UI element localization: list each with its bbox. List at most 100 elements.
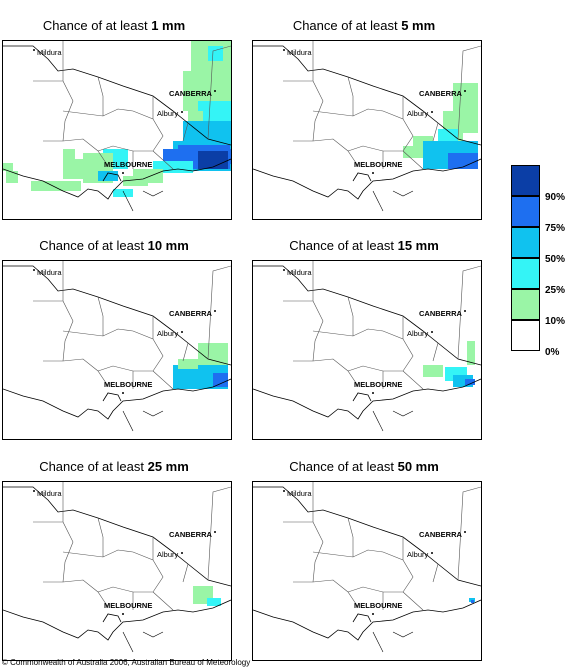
- dot-albury: [431, 111, 433, 113]
- dot-canberra: [214, 90, 216, 92]
- legend-swatch-75: [511, 196, 540, 227]
- legend-swatch-50: [511, 227, 540, 258]
- dot-mildura: [33, 269, 35, 271]
- probability-shading: [3, 41, 231, 197]
- map-svg: Mildura CANBERRA Albury MELBOURNE: [3, 482, 231, 653]
- dot-melbourne: [372, 613, 374, 615]
- dot-canberra: [214, 531, 216, 533]
- place-melbourne: MELBOURNE: [354, 160, 402, 169]
- place-melbourne: MELBOURNE: [104, 601, 152, 610]
- probability-shading: [193, 586, 221, 606]
- region-outlines: [3, 482, 231, 653]
- dot-canberra: [464, 310, 466, 312]
- region-outlines: [253, 261, 481, 432]
- rainfall-map: Mildura CANBERRA Albury MELBOURNE: [252, 260, 482, 440]
- place-canberra: CANBERRA: [169, 309, 213, 318]
- legend-swatch-25: [511, 258, 540, 289]
- copyright-text: © Commonwealth of Australia 2006, Austra…: [2, 658, 251, 667]
- panel-title-prefix: Chance of at least: [292, 18, 402, 33]
- place-melbourne: MELBOURNE: [104, 160, 152, 169]
- rainfall-map: Mildura CANBERRA Albury MELBOURNE: [2, 260, 232, 440]
- map-svg: Mildura CANBERRA Albury MELBOURNE: [253, 261, 481, 432]
- map-svg: Mildura CANBERRA Albury MELBOURNE: [253, 41, 481, 212]
- dot-albury: [431, 331, 433, 333]
- place-albury: Albury: [157, 550, 179, 559]
- panel-title-prefix: Chance of at least: [289, 238, 398, 253]
- rainfall-map: Mildura CANBERRA Albury MELBOURNE: [2, 40, 232, 220]
- panel-title: Chance of at least 1 mm: [24, 18, 204, 33]
- place-canberra: CANBERRA: [169, 89, 213, 98]
- rainfall-map: Mildura CANBERRA Albury MELBOURNE: [2, 481, 232, 661]
- place-albury: Albury: [157, 109, 179, 118]
- legend-label-75: 75%: [545, 223, 566, 234]
- legend-label-25: 25%: [545, 285, 566, 296]
- dot-mildura: [283, 269, 285, 271]
- panel-title: Chance of at least 10 mm: [24, 238, 204, 253]
- place-albury: Albury: [157, 329, 179, 338]
- dot-albury: [431, 552, 433, 554]
- panel-title-amount: 15 mm: [397, 238, 439, 253]
- probability-shading: [173, 343, 228, 389]
- map-svg: Mildura CANBERRA Albury MELBOURNE: [253, 482, 481, 653]
- place-albury: Albury: [407, 550, 429, 559]
- map-svg: Mildura CANBERRA Albury MELBOURNE: [3, 261, 231, 432]
- dot-melbourne: [122, 172, 124, 174]
- legend-swatch-0: [511, 320, 540, 351]
- dot-mildura: [283, 49, 285, 51]
- map-svg: Mildura CANBERRA Albury MELBOURNE: [3, 41, 231, 212]
- dot-albury: [181, 552, 183, 554]
- dot-melbourne: [122, 613, 124, 615]
- probability-shading: [423, 341, 475, 387]
- place-mildura: Mildura: [37, 268, 62, 277]
- dot-mildura: [283, 490, 285, 492]
- dot-melbourne: [122, 392, 124, 394]
- place-melbourne: MELBOURNE: [354, 380, 402, 389]
- panel-title-amount: 50 mm: [397, 459, 439, 474]
- region-outlines: [253, 482, 481, 653]
- legend-swatch-90: [511, 165, 540, 196]
- probability-shading: [469, 598, 475, 603]
- dot-mildura: [33, 490, 35, 492]
- legend-label-90: 90%: [545, 192, 566, 203]
- panel-title: Chance of at least 50 mm: [274, 459, 454, 474]
- panel-title-amount: 1 mm: [151, 18, 186, 33]
- region-outlines: [253, 41, 481, 212]
- legend-label-0: 0%: [545, 347, 560, 358]
- place-albury: Albury: [407, 329, 429, 338]
- panel-title-amount: 25 mm: [147, 459, 189, 474]
- place-mildura: Mildura: [37, 48, 62, 57]
- panel-title-amount: 5 mm: [401, 18, 436, 33]
- place-canberra: CANBERRA: [169, 530, 213, 539]
- place-mildura: Mildura: [287, 489, 312, 498]
- dot-canberra: [464, 90, 466, 92]
- place-canberra: CANBERRA: [419, 530, 463, 539]
- place-canberra: CANBERRA: [419, 309, 463, 318]
- dot-melbourne: [372, 392, 374, 394]
- dot-mildura: [33, 49, 35, 51]
- panel-title-prefix: Chance of at least: [42, 18, 152, 33]
- legend-swatch-10: [511, 289, 540, 320]
- rainfall-map: Mildura CANBERRA Albury MELBOURNE: [252, 40, 482, 220]
- place-melbourne: MELBOURNE: [104, 380, 152, 389]
- place-mildura: Mildura: [37, 489, 62, 498]
- panel-title-prefix: Chance of at least: [39, 238, 148, 253]
- dot-canberra: [464, 531, 466, 533]
- panel-title-prefix: Chance of at least: [39, 459, 148, 474]
- dot-melbourne: [372, 172, 374, 174]
- region-outlines: [3, 261, 231, 432]
- panel-title-amount: 10 mm: [147, 238, 189, 253]
- dot-canberra: [214, 310, 216, 312]
- place-albury: Albury: [407, 109, 429, 118]
- panel-title: Chance of at least 25 mm: [24, 459, 204, 474]
- panel-title-prefix: Chance of at least: [289, 459, 398, 474]
- place-canberra: CANBERRA: [419, 89, 463, 98]
- dot-albury: [181, 331, 183, 333]
- legend-label-10: 10%: [545, 316, 566, 327]
- dot-albury: [181, 111, 183, 113]
- panel-title: Chance of at least 5 mm: [274, 18, 454, 33]
- legend-label-50: 50%: [545, 254, 566, 265]
- rainfall-map: Mildura CANBERRA Albury MELBOURNE: [252, 481, 482, 661]
- place-mildura: Mildura: [287, 48, 312, 57]
- region-outlines: [3, 41, 231, 212]
- panel-title: Chance of at least 15 mm: [274, 238, 454, 253]
